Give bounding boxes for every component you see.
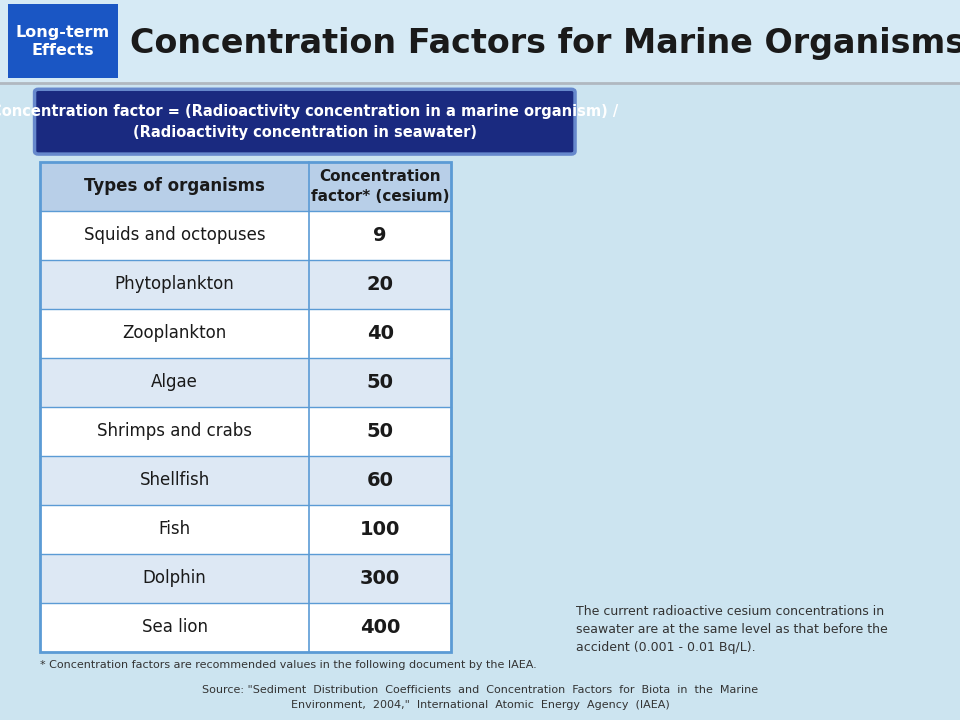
Text: The current radioactive cesium concentrations in
seawater are at the same level : The current radioactive cesium concentra… — [576, 605, 888, 654]
Text: Concentration factor = (Radioactivity concentration in a marine organism) /
(Rad: Concentration factor = (Radioactivity co… — [0, 104, 618, 140]
Text: 9: 9 — [373, 226, 387, 245]
Bar — [40, 260, 451, 309]
Bar — [40, 162, 451, 652]
Text: 60: 60 — [367, 471, 394, 490]
Text: Source: "Sediment  Distribution  Coefficients  and  Concentration  Factors  for : Source: "Sediment Distribution Coefficie… — [202, 685, 758, 696]
Text: Types of organisms: Types of organisms — [84, 177, 265, 195]
Text: Sea lion: Sea lion — [142, 618, 207, 636]
Bar — [40, 162, 451, 211]
Bar — [40, 505, 451, 554]
Bar — [40, 407, 451, 456]
Text: 50: 50 — [367, 373, 394, 392]
Text: Fish: Fish — [158, 520, 191, 539]
Text: Phytoplankton: Phytoplankton — [115, 276, 234, 294]
Text: 50: 50 — [367, 422, 394, 441]
Text: Concentration
factor* (cesium): Concentration factor* (cesium) — [311, 169, 449, 204]
Text: Shrimps and crabs: Shrimps and crabs — [97, 422, 252, 441]
Text: 400: 400 — [360, 618, 400, 636]
Bar — [40, 211, 451, 260]
Text: Shellfish: Shellfish — [139, 472, 210, 490]
Text: * Concentration factors are recommended values in the following document by the : * Concentration factors are recommended … — [40, 660, 537, 670]
Text: Algae: Algae — [152, 373, 198, 392]
Bar — [40, 309, 451, 358]
Bar — [40, 603, 451, 652]
Bar — [8, 4, 118, 78]
Text: Dolphin: Dolphin — [143, 570, 206, 588]
Text: 40: 40 — [367, 324, 394, 343]
Text: 20: 20 — [367, 275, 394, 294]
Text: Squids and octopuses: Squids and octopuses — [84, 226, 266, 245]
Text: Environment,  2004,"  International  Atomic  Energy  Agency  (IAEA): Environment, 2004," International Atomic… — [291, 700, 669, 710]
Bar — [0, 0, 960, 83]
Text: Concentration Factors for Marine Organisms: Concentration Factors for Marine Organis… — [130, 27, 960, 60]
Bar — [40, 358, 451, 407]
Bar — [40, 456, 451, 505]
Text: Long-term
Effects: Long-term Effects — [15, 24, 110, 58]
Text: Zooplankton: Zooplankton — [123, 325, 227, 343]
FancyBboxPatch shape — [35, 89, 575, 154]
Text: 100: 100 — [360, 520, 400, 539]
Bar — [40, 554, 451, 603]
Text: 300: 300 — [360, 569, 400, 588]
